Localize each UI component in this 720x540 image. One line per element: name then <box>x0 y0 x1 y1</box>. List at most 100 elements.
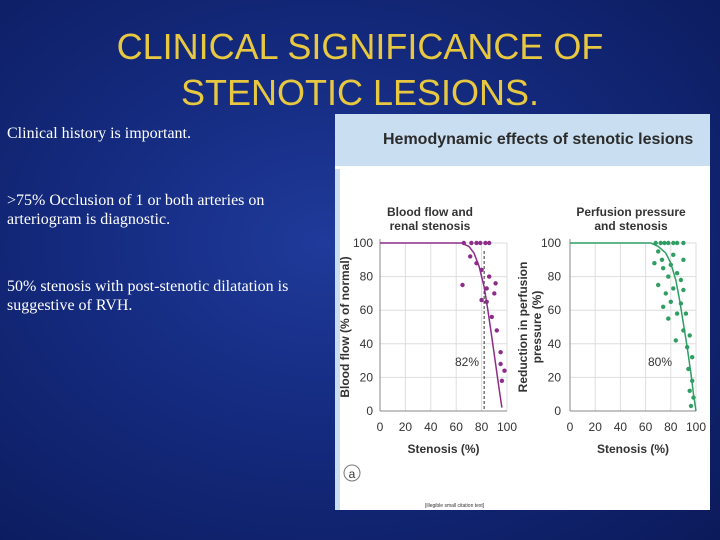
data-point <box>683 311 689 316</box>
x-tick-label: 100 <box>497 420 517 434</box>
slide-title-line1: CLINICAL SIGNIFICANCE OF <box>116 26 604 67</box>
data-point <box>662 240 667 246</box>
chart-title-line: Blood flow and <box>387 205 473 219</box>
data-point <box>674 271 680 276</box>
fit-curve <box>380 242 503 408</box>
x-tick-label: 0 <box>567 420 574 434</box>
data-point <box>489 314 494 320</box>
chart-title-line: renal stenosis <box>390 219 471 233</box>
data-point <box>671 240 676 246</box>
data-point <box>469 240 474 246</box>
data-point <box>671 286 676 291</box>
data-point <box>671 252 676 257</box>
data-point <box>468 254 473 259</box>
x-tick-label: 80 <box>475 420 489 434</box>
bullet-clinical-history: Clinical history is important. <box>7 125 191 142</box>
x-tick-label: 20 <box>399 420 413 434</box>
data-point <box>674 240 680 246</box>
chart-title-line: and stenosis <box>594 219 668 233</box>
bullet-occlusion-diagnostic: >75% Occlusion of 1 or both arteries on … <box>7 192 265 228</box>
panel-label: a <box>349 467 356 481</box>
x-tick-label: 60 <box>450 420 464 434</box>
data-point <box>487 274 492 279</box>
fit-curve <box>570 242 697 412</box>
data-point <box>681 287 686 293</box>
data-point <box>674 311 680 316</box>
x-tick-label: 20 <box>589 420 603 434</box>
data-point <box>690 355 695 360</box>
data-point <box>479 267 484 273</box>
data-point <box>681 257 686 262</box>
data-point <box>502 368 507 373</box>
data-point <box>498 361 503 367</box>
y-tick-label: 40 <box>360 337 374 351</box>
y-tick-label: 0 <box>554 404 561 418</box>
threshold-annotation: 82% <box>455 355 479 369</box>
data-point <box>483 240 488 246</box>
data-point <box>686 366 691 372</box>
y-tick-label: 0 <box>366 404 373 418</box>
data-point <box>658 240 663 246</box>
y-axis-label-line: pressure (%) <box>530 291 544 364</box>
data-point <box>685 345 690 350</box>
x-tick-label: 60 <box>639 420 653 434</box>
data-point <box>474 261 479 266</box>
figure-header: Hemodynamic effects of stenotic lesions <box>335 114 710 169</box>
chart-perfusion-pressure: 0 20 40 60 80 100 0 20 40 60 80 100 Perfusion pressu… <box>516 205 706 456</box>
figure-title: Hemodynamic effects of stenotic lesions <box>383 131 694 148</box>
y-tick-label: 100 <box>541 236 561 250</box>
data-point <box>687 333 692 338</box>
data-point <box>656 282 661 288</box>
x-tick-label: 0 <box>377 420 384 434</box>
data-point <box>652 261 657 266</box>
data-point <box>661 304 666 309</box>
data-point <box>678 301 684 306</box>
data-point <box>678 277 684 283</box>
chart-blood-flow: 0 20 40 60 80 100 0 20 40 60 80 100 Blood flow andre… <box>338 205 517 456</box>
data-point <box>687 388 692 393</box>
data-point <box>478 240 483 246</box>
slide-title: CLINICAL SIGNIFICANCE OF STENOTIC LESION… <box>60 24 660 116</box>
data-point <box>659 257 665 262</box>
x-axis-label: Stenosis (%) <box>597 442 669 456</box>
bullet-stenosis-suggestive: 50% stenosis with post-stenotic dilatati… <box>7 278 289 314</box>
y-tick-label: 80 <box>360 270 374 284</box>
data-point <box>681 328 686 333</box>
data-point <box>461 240 466 246</box>
x-tick-label: 100 <box>686 420 706 434</box>
y-axis-label-line: Reduction in perfusion <box>516 262 530 393</box>
data-point <box>666 316 671 321</box>
data-point <box>494 328 499 333</box>
y-tick-label: 60 <box>548 303 562 317</box>
data-point <box>668 299 673 304</box>
data-point <box>499 378 505 383</box>
data-point <box>487 240 492 246</box>
y-tick-label: 40 <box>548 337 562 351</box>
data-point <box>681 240 686 246</box>
data-point <box>474 240 479 246</box>
data-point <box>460 282 465 288</box>
y-axis-label-line: Blood flow (% of normal) <box>338 256 352 397</box>
data-point <box>690 378 695 383</box>
y-tick-label: 60 <box>360 303 374 317</box>
data-point <box>666 274 671 279</box>
data-point <box>668 262 673 267</box>
data-point <box>673 338 678 343</box>
data-point <box>661 266 666 271</box>
data-point <box>666 240 671 246</box>
chart-title-line: Perfusion pressure <box>576 205 686 219</box>
figure-citation: [illegible small citation text] <box>425 503 485 509</box>
charts-svg: 0 20 40 60 80 100 0 20 40 60 80 100 Blood flow andre… <box>338 205 706 509</box>
y-tick-label: 20 <box>360 370 374 384</box>
data-point <box>493 281 498 286</box>
data-point <box>656 249 661 254</box>
threshold-annotation: 80% <box>648 355 672 369</box>
data-point <box>653 240 658 246</box>
data-point <box>498 350 503 355</box>
y-tick-label: 80 <box>548 270 562 284</box>
x-axis-label: Stenosis (%) <box>407 442 479 456</box>
y-tick-label: 20 <box>548 370 562 384</box>
data-point <box>691 395 696 400</box>
data-point <box>484 299 489 304</box>
data-point <box>492 291 497 296</box>
